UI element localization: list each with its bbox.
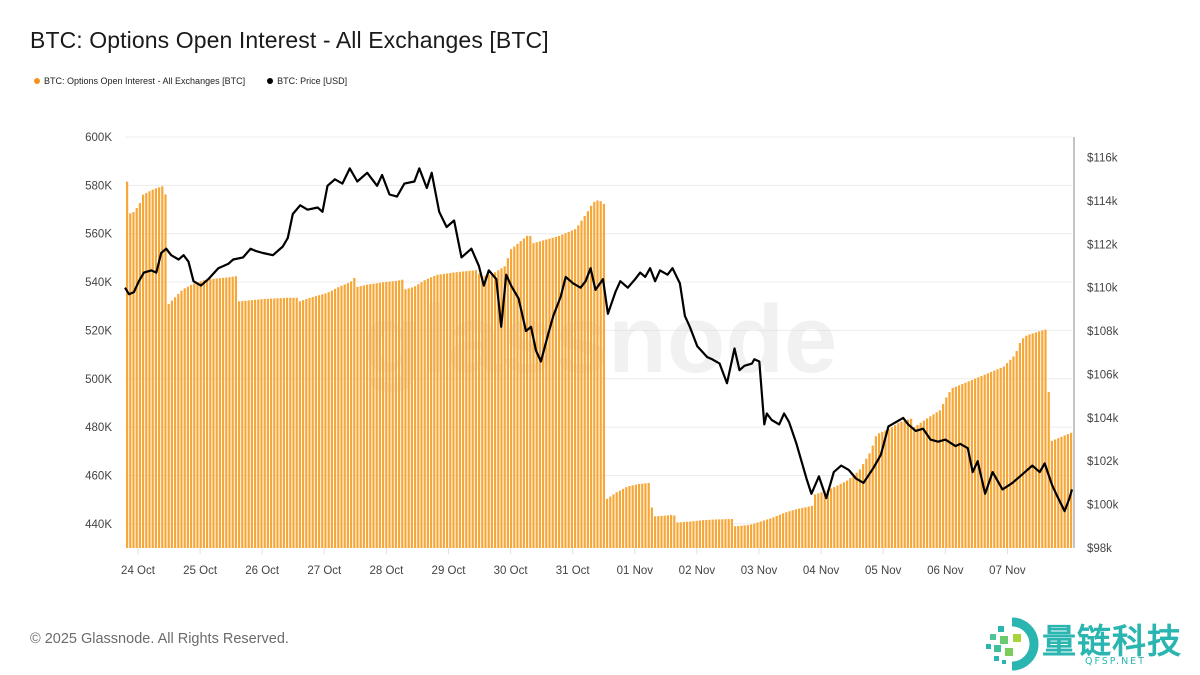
legend-item-price[interactable]: BTC: Price [USD] — [267, 76, 347, 86]
chart-title: BTC: Options Open Interest - All Exchang… — [30, 27, 549, 53]
copyright-text: © 2025 Glassnode. All Rights Reserved. — [30, 631, 289, 647]
x-tick-label: 29 Oct — [432, 565, 467, 577]
brand-logo: 量链科技 QFSP.NET — [980, 612, 1195, 672]
brand-name-en: QFSP.NET — [1085, 656, 1146, 667]
y-left-tick-label: 460K — [85, 470, 112, 482]
legend-dot-black-icon — [267, 78, 274, 84]
y-right-tick-label: $108k — [1087, 326, 1119, 338]
y-left-tick-label: 560K — [85, 229, 112, 241]
legend-label: BTC: Price [USD] — [277, 76, 348, 86]
legend-label: BTC: Options Open Interest - All Exchang… — [44, 76, 246, 86]
y-left-tick-label: 600K — [85, 132, 112, 144]
y-right-tick-label: $102k — [1087, 456, 1119, 468]
y-right-tick-label: $98k — [1087, 543, 1112, 555]
y-right-tick-label: $112k — [1087, 239, 1118, 251]
y-left-tick-label: 520K — [85, 325, 112, 337]
y-left-tick-label: 480K — [85, 422, 112, 434]
y-right-tick-label: $110k — [1087, 283, 1118, 295]
x-tick-label: 02 Nov — [679, 565, 716, 577]
legend-item-open-interest[interactable]: BTC: Options Open Interest - All Exchang… — [34, 76, 245, 86]
x-tick-label: 04 Nov — [803, 565, 840, 577]
open-interest-bars — [126, 181, 1073, 549]
x-tick-label: 01 Nov — [617, 565, 654, 577]
chart-legend: BTC: Options Open Interest - All Exchang… — [34, 76, 347, 86]
y-left-tick-label: 500K — [85, 374, 112, 386]
legend-dot-orange-icon — [34, 78, 40, 84]
x-tick-label: 30 Oct — [494, 565, 529, 577]
chart-area: glassnode 440K460K480K500K520K540K560K58… — [85, 132, 1119, 577]
price-line — [124, 167, 1074, 513]
y-axis-left: 440K 460K 480K 500K 520K 540K 560K 580K 600K — [85, 132, 112, 531]
brand-mark-icon — [986, 617, 1039, 671]
x-tick-label: 25 Oct — [183, 565, 218, 577]
x-tick-label: 31 Oct — [556, 565, 591, 577]
x-tick-label: 05 Nov — [865, 565, 902, 577]
brand-name-cn: 量链科技 — [1042, 622, 1182, 662]
x-tick-label: 24 Oct — [121, 565, 156, 577]
x-tick-label: 28 Oct — [369, 565, 404, 577]
y-axis-right: $98k $100k $102k $104k $106k $108k $110k $112k $… — [1073, 137, 1119, 555]
x-tick-label: 03 Nov — [741, 565, 778, 577]
y-left-tick-label: 580K — [85, 180, 112, 192]
y-right-tick-label: $114k — [1087, 196, 1118, 208]
x-tick-label: 07 Nov — [989, 565, 1026, 577]
y-right-tick-label: $104k — [1087, 413, 1119, 425]
y-right-tick-label: $106k — [1087, 369, 1119, 381]
y-left-tick-label: 440K — [85, 519, 112, 531]
x-axis: 24 Oct 25 Oct 26 Oct 27 Oct 28 Oct 29 Oct 30 O… — [121, 548, 1026, 577]
y-right-tick-label: $116k — [1087, 153, 1118, 165]
x-tick-label: 06 Nov — [927, 565, 964, 577]
y-left-tick-label: 540K — [85, 277, 112, 289]
x-tick-label: 27 Oct — [307, 565, 342, 577]
x-tick-label: 26 Oct — [245, 565, 280, 577]
y-right-tick-label: $100k — [1087, 500, 1119, 512]
